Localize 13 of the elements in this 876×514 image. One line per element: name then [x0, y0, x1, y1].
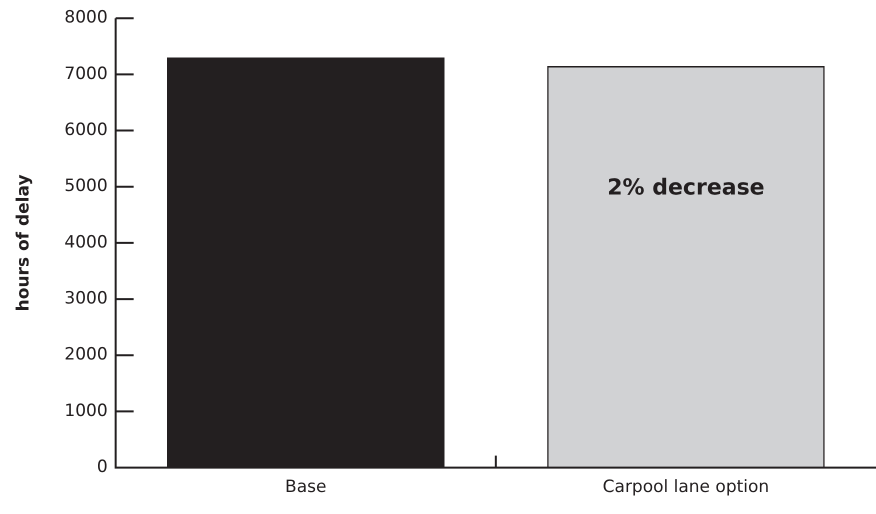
y-tick-label: 4000: [64, 232, 108, 252]
y-tick-label: 3000: [64, 288, 108, 308]
y-tick-label: 5000: [64, 176, 108, 196]
annotation: 2% decrease: [607, 176, 765, 201]
y-tick-label: 2000: [64, 344, 108, 365]
y-tick-label: 1000: [64, 400, 108, 421]
x-tick-label: Carpool lane option: [602, 477, 770, 498]
y-tick-label: 8000: [64, 8, 108, 28]
y-tick-label: 0: [96, 457, 108, 478]
y-tick-label: 7000: [64, 64, 108, 84]
x-tick-label: Base: [285, 477, 326, 498]
y-tick-label: 6000: [64, 120, 108, 140]
y-axis-title: hours of delay: [14, 174, 34, 312]
